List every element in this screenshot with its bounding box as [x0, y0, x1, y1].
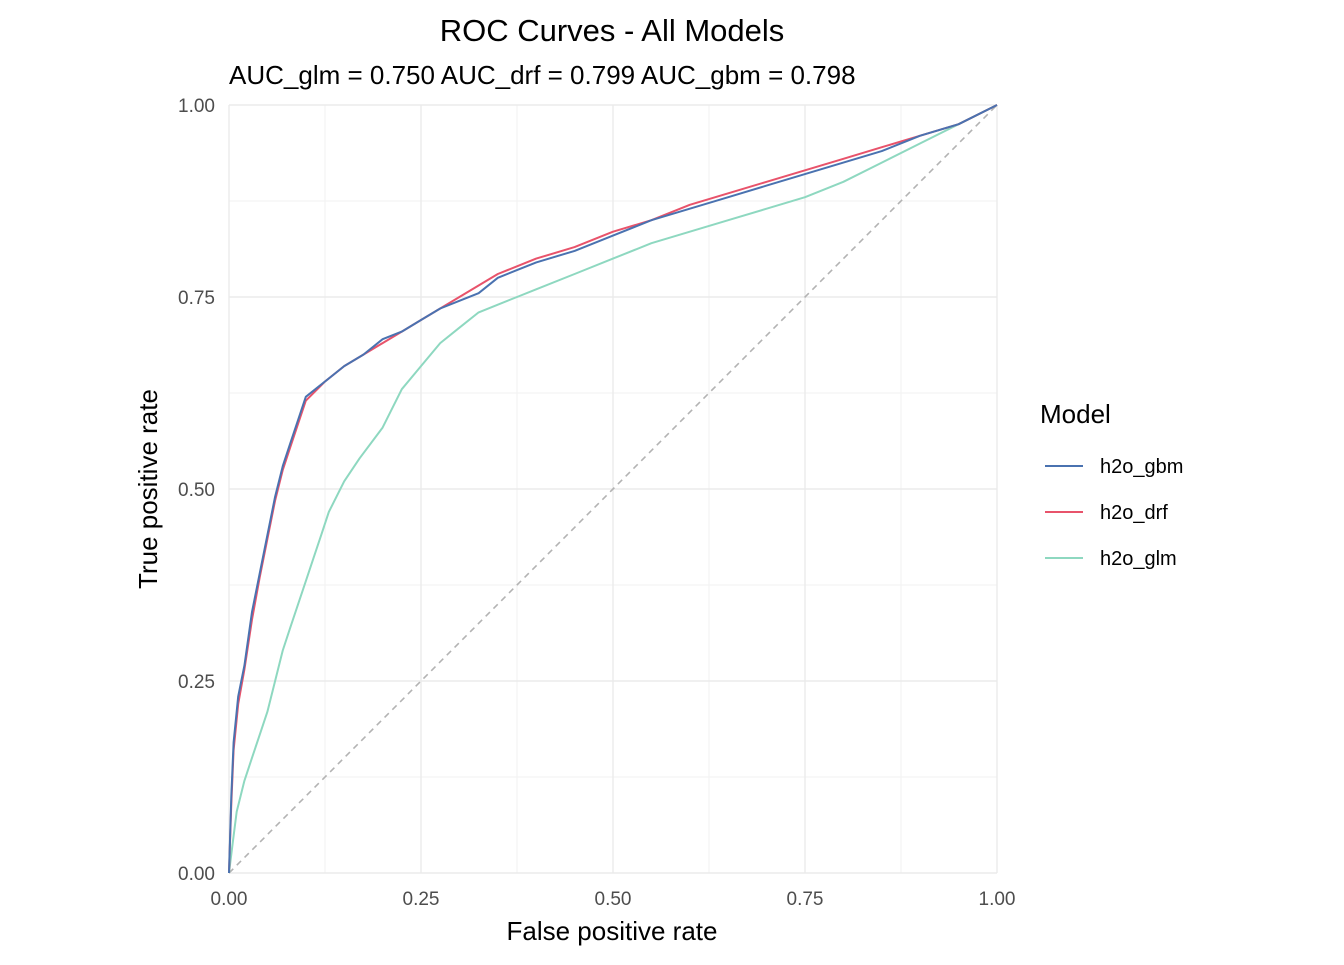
grid	[228, 104, 998, 874]
x-axis-ticks: 0.00 0.25 0.50 0.75 1.00	[211, 889, 1016, 910]
y-tick-label: 1.00	[178, 96, 215, 117]
y-axis-ticks: 0.00 0.25 0.50 0.75 1.00	[178, 96, 215, 885]
chart-subtitle: AUC_glm = 0.750 AUC_drf = 0.799 AUC_gbm …	[229, 60, 856, 90]
x-axis-title: False positive rate	[507, 916, 718, 946]
series-lines	[228, 104, 998, 874]
y-tick-label: 0.00	[178, 864, 215, 885]
x-tick-label: 0.25	[403, 889, 440, 910]
x-tick-label: 0.50	[595, 889, 632, 910]
y-tick-label: 0.75	[178, 288, 215, 309]
legend-label-h2o_drf: h2o_drf	[1100, 502, 1168, 524]
legend-items: h2o_gbm h2o_drf h2o_glm	[1045, 456, 1183, 570]
series-line-h2o_glm	[228, 104, 998, 874]
series-line-h2o_gbm	[228, 104, 998, 874]
x-tick-label: 1.00	[979, 889, 1016, 910]
legend-label-h2o_glm: h2o_glm	[1100, 548, 1177, 570]
y-tick-label: 0.50	[178, 480, 215, 501]
legend-label-h2o_gbm: h2o_gbm	[1100, 456, 1183, 478]
reference-diagonal	[228, 104, 998, 874]
x-tick-label: 0.75	[787, 889, 824, 910]
legend-title: Model	[1040, 399, 1111, 429]
legend: Model h2o_gbm h2o_drf h2o_glm	[1040, 399, 1183, 570]
reference-line	[228, 104, 998, 874]
y-axis-title: True positive rate	[133, 389, 163, 589]
y-tick-label: 0.25	[178, 672, 215, 693]
chart-title: ROC Curves - All Models	[440, 13, 785, 48]
x-tick-label: 0.00	[211, 889, 248, 910]
